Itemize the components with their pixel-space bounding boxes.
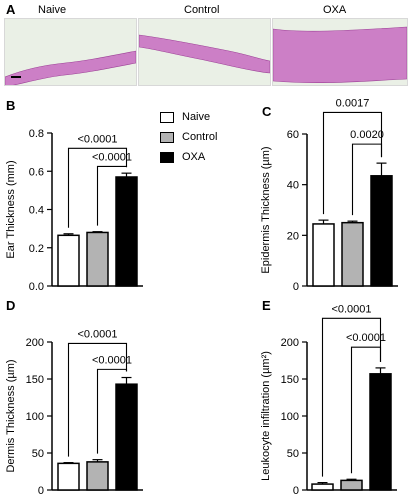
y-tick-label: 200 bbox=[26, 337, 44, 349]
legend-item-oxa: OXA bbox=[160, 147, 217, 167]
y-tick-label: 0.0 bbox=[29, 281, 44, 293]
significance-bracket bbox=[350, 346, 382, 474]
y-tick-label: 60 bbox=[287, 129, 299, 141]
legend-label-oxa: OXA bbox=[182, 151, 206, 163]
bar-oxa bbox=[115, 176, 138, 287]
significance-bracket bbox=[96, 368, 128, 454]
significance-bracket bbox=[322, 111, 383, 215]
significance-bracket bbox=[96, 165, 128, 226]
panel-letter-c: C bbox=[262, 104, 272, 119]
bar-control bbox=[341, 221, 364, 287]
histology-label-control: Control bbox=[184, 4, 220, 16]
panel-letter-a: A bbox=[6, 2, 16, 17]
chart-epidermis-thickness: 0 20 40 60 Epidermis Thickness (µm) 0.0017 0.0… bbox=[260, 97, 398, 293]
bar-naive bbox=[311, 483, 334, 491]
y-axis-label: Leukocyte infiltration (µm²) bbox=[260, 351, 272, 481]
histology-image-oxa bbox=[272, 18, 408, 86]
y-tick-label: 0 bbox=[293, 485, 299, 497]
y-tick-label: 0 bbox=[293, 281, 299, 293]
histology-image-naive bbox=[4, 18, 137, 86]
panel-letter-b: B bbox=[6, 98, 16, 113]
bar-control bbox=[340, 479, 363, 491]
legend-item-control: Control bbox=[160, 127, 217, 147]
bar-oxa bbox=[370, 175, 393, 287]
histology-image-control bbox=[138, 18, 271, 86]
legend-swatch-oxa bbox=[160, 151, 174, 163]
y-tick-label: 200 bbox=[281, 337, 299, 349]
y-tick-label: 0 bbox=[38, 485, 44, 497]
y-tick-label: 0.2 bbox=[29, 243, 44, 255]
y-tick-label: 100 bbox=[26, 411, 44, 423]
y-tick-label: 20 bbox=[287, 230, 299, 242]
significance-bracket bbox=[351, 143, 383, 216]
y-tick-label: 50 bbox=[287, 448, 299, 460]
significance-bracket bbox=[67, 342, 128, 457]
y-tick-label: 50 bbox=[32, 448, 44, 460]
y-tick-label: 0.8 bbox=[29, 128, 44, 140]
y-tick-label: 100 bbox=[281, 411, 299, 423]
significance-bracket bbox=[67, 147, 128, 228]
chart-ear-thickness: 0.0 0.2 0.4 0.6 0.8 Ear Thickness (mm) <0.0001… bbox=[5, 128, 143, 293]
histology-label-oxa: OXA bbox=[323, 4, 347, 16]
histology-label-naive: Naive bbox=[38, 4, 67, 16]
bar-oxa bbox=[115, 383, 138, 491]
bar-oxa bbox=[369, 373, 392, 491]
bar-control bbox=[86, 461, 109, 491]
bar-naive bbox=[57, 234, 80, 287]
y-axis-label: Epidermis Thickness (µm) bbox=[260, 146, 272, 273]
p-value-label: <0.0001 bbox=[346, 332, 386, 344]
significance-bracket bbox=[321, 317, 382, 477]
p-value-label: <0.0001 bbox=[331, 303, 371, 315]
chart-dermis-thickness: 0 50 100 150 200 Dermis Thickness (µm) <0.0001… bbox=[5, 328, 143, 497]
bar-control bbox=[86, 231, 109, 287]
p-value-label: <0.0001 bbox=[92, 354, 132, 366]
legend-item-naive: Naive bbox=[160, 107, 217, 127]
p-value-label: 0.0020 bbox=[350, 129, 384, 141]
p-value-label: <0.0001 bbox=[92, 151, 132, 163]
legend-label-control: Control bbox=[182, 131, 218, 143]
legend: Naive Control OXA bbox=[160, 107, 217, 167]
p-value-label: <0.0001 bbox=[77, 328, 117, 340]
y-tick-label: 150 bbox=[281, 374, 299, 386]
panel-letter-d: D bbox=[6, 298, 16, 313]
legend-label-naive: Naive bbox=[182, 111, 211, 123]
legend-swatch-control bbox=[160, 131, 174, 143]
legend-swatch-naive bbox=[160, 111, 174, 123]
y-tick-label: 0.6 bbox=[29, 166, 44, 178]
y-tick-label: 40 bbox=[287, 180, 299, 192]
y-tick-label: 0.4 bbox=[29, 205, 44, 217]
bar-naive bbox=[57, 462, 80, 491]
y-axis-label: Ear Thickness (mm) bbox=[5, 160, 17, 258]
p-value-label: 0.0017 bbox=[336, 97, 370, 109]
bar-naive bbox=[312, 223, 335, 287]
y-tick-label: 150 bbox=[26, 374, 44, 386]
chart-leukocyte-infiltration: 0 50 100 150 200 Leukocyte infiltration (µm²)… bbox=[260, 303, 397, 497]
y-axis-label: Dermis Thickness (µm) bbox=[5, 359, 17, 472]
panel-letter-e: E bbox=[262, 298, 271, 313]
p-value-label: <0.0001 bbox=[77, 133, 117, 145]
